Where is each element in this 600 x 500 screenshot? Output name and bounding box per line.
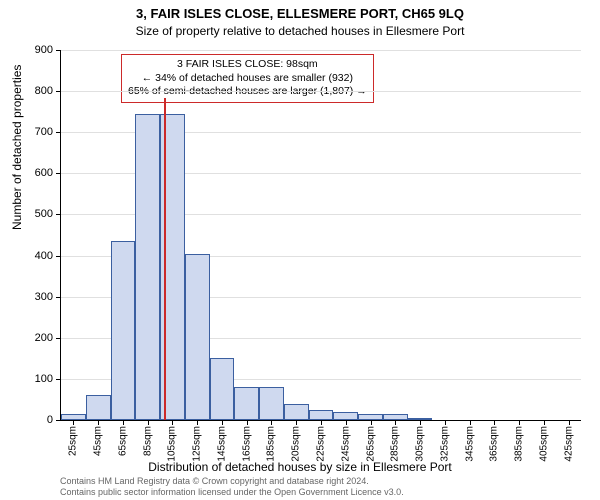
histogram-bar (309, 410, 334, 420)
histogram-bar (135, 114, 160, 420)
x-tick-label: 125sqm (192, 426, 203, 462)
x-tick-label: 285sqm (390, 426, 401, 462)
x-tick (445, 420, 446, 425)
x-tick (172, 420, 173, 425)
x-tick (371, 420, 372, 425)
chart-title-line2: Size of property relative to detached ho… (0, 24, 600, 38)
y-tick (56, 132, 61, 133)
histogram-bar (284, 404, 309, 420)
y-tick-label: 400 (35, 250, 53, 262)
chart-title-line1: 3, FAIR ISLES CLOSE, ELLESMERE PORT, CH6… (0, 6, 600, 21)
y-tick (56, 297, 61, 298)
x-tick-label: 45sqm (93, 426, 104, 456)
annotation-box: 3 FAIR ISLES CLOSE: 98sqm ← 34% of detac… (121, 54, 374, 103)
x-tick-label: 185sqm (266, 426, 277, 462)
y-tick (56, 338, 61, 339)
y-tick-label: 600 (35, 167, 53, 179)
footer-text: Contains HM Land Registry data © Crown c… (60, 476, 404, 499)
x-tick-label: 305sqm (415, 426, 426, 462)
x-tick-label: 265sqm (365, 426, 376, 462)
x-tick (420, 420, 421, 425)
y-tick (56, 379, 61, 380)
x-tick-label: 225sqm (316, 426, 327, 462)
histogram-bar (234, 387, 259, 420)
y-tick (56, 420, 61, 421)
x-tick (494, 420, 495, 425)
y-tick-label: 200 (35, 332, 53, 344)
y-tick-label: 900 (35, 44, 53, 56)
x-tick (148, 420, 149, 425)
y-axis-label: Number of detached properties (10, 65, 24, 230)
histogram-bar (333, 412, 358, 420)
x-tick (197, 420, 198, 425)
x-tick-label: 205sqm (291, 426, 302, 462)
footer-line1: Contains HM Land Registry data © Crown c… (60, 476, 404, 487)
gridline (61, 91, 581, 92)
y-tick-label: 100 (35, 373, 53, 385)
x-tick (346, 420, 347, 425)
histogram-bar (259, 387, 284, 420)
y-tick (56, 173, 61, 174)
x-tick-label: 405sqm (538, 426, 549, 462)
x-tick-label: 385sqm (514, 426, 525, 462)
histogram-bar (210, 358, 235, 420)
gridline (61, 50, 581, 51)
x-tick (470, 420, 471, 425)
x-tick-label: 325sqm (439, 426, 450, 462)
x-tick (544, 420, 545, 425)
x-tick-label: 425sqm (563, 426, 574, 462)
x-tick (569, 420, 570, 425)
x-tick (123, 420, 124, 425)
x-tick-label: 365sqm (489, 426, 500, 462)
x-tick (321, 420, 322, 425)
histogram-bar (111, 241, 136, 420)
x-tick (222, 420, 223, 425)
x-tick (73, 420, 74, 425)
x-axis-label: Distribution of detached houses by size … (0, 460, 600, 474)
y-tick-label: 800 (35, 85, 53, 97)
annotation-line1: 3 FAIR ISLES CLOSE: 98sqm (128, 58, 367, 72)
x-tick-label: 345sqm (464, 426, 475, 462)
x-tick-label: 65sqm (117, 426, 128, 456)
chart-container: 3, FAIR ISLES CLOSE, ELLESMERE PORT, CH6… (0, 0, 600, 500)
x-tick-label: 85sqm (142, 426, 153, 456)
histogram-bar (86, 395, 111, 420)
x-tick (98, 420, 99, 425)
annotation-line2: ← 34% of detached houses are smaller (93… (128, 72, 367, 86)
x-tick-label: 105sqm (167, 426, 178, 462)
footer-line2: Contains public sector information licen… (60, 487, 404, 498)
x-tick (395, 420, 396, 425)
y-tick-label: 0 (47, 414, 53, 426)
y-tick-label: 300 (35, 291, 53, 303)
x-tick-label: 145sqm (216, 426, 227, 462)
x-tick-label: 25sqm (68, 426, 79, 456)
y-tick-label: 700 (35, 126, 53, 138)
x-tick-label: 245sqm (340, 426, 351, 462)
plot-area: 3 FAIR ISLES CLOSE: 98sqm ← 34% of detac… (60, 50, 581, 421)
x-tick (296, 420, 297, 425)
y-tick (56, 50, 61, 51)
x-tick (271, 420, 272, 425)
marker-line (164, 98, 166, 420)
y-tick (56, 214, 61, 215)
x-tick (519, 420, 520, 425)
y-tick (56, 256, 61, 257)
y-tick-label: 500 (35, 208, 53, 220)
histogram-bar (185, 254, 210, 421)
y-tick (56, 91, 61, 92)
x-tick (247, 420, 248, 425)
x-tick-label: 165sqm (241, 426, 252, 462)
